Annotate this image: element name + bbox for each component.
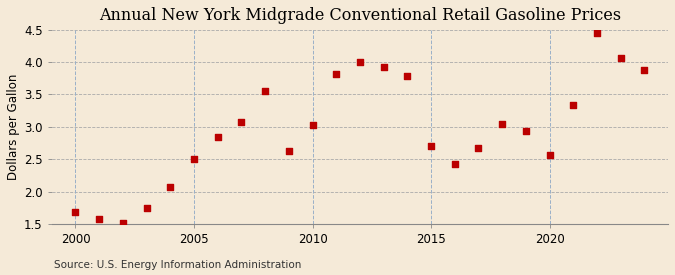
Point [213,135,223,139]
Point [544,153,555,157]
Point [450,162,460,166]
Point [473,146,484,150]
Point [402,73,412,78]
Point [426,144,437,148]
Point [260,88,271,93]
Point [639,68,650,72]
Point [70,210,81,214]
Point [188,157,199,161]
Point [94,217,105,222]
Text: Source: U.S. Energy Information Administration: Source: U.S. Energy Information Administ… [54,260,301,270]
Point [331,72,342,76]
Y-axis label: Dollars per Gallon: Dollars per Gallon [7,74,20,180]
Point [141,206,152,211]
Point [307,123,318,127]
Point [165,185,176,189]
Point [236,120,247,125]
Point [568,103,578,108]
Title: Annual New York Midgrade Conventional Retail Gasoline Prices: Annual New York Midgrade Conventional Re… [99,7,621,24]
Point [497,121,508,126]
Point [520,129,531,134]
Point [591,31,602,35]
Point [117,221,128,226]
Point [284,149,294,154]
Point [378,64,389,69]
Point [615,55,626,60]
Point [354,60,365,64]
